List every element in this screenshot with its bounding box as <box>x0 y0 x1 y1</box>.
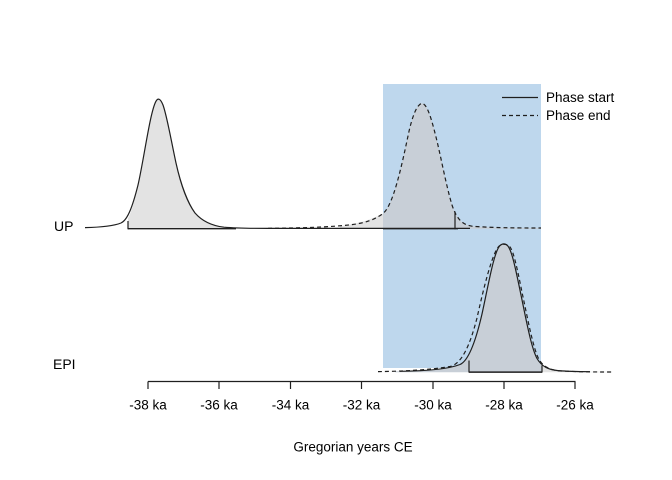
x-tick-label: -34 ka <box>272 398 310 413</box>
x-axis-ticks <box>147 381 576 389</box>
x-tick-label: -32 ka <box>343 398 381 413</box>
x-axis: -38 ka -36 ka -34 ka -32 ka -30 ka -28 k… <box>129 380 594 455</box>
x-tick-label: -36 ka <box>200 398 238 413</box>
up-end-density-line <box>267 102 542 229</box>
x-tick-label: -38 ka <box>129 398 167 413</box>
legend: Phase start Phase end <box>502 90 615 123</box>
x-axis-title: Gregorian years CE <box>293 440 412 455</box>
legend-label-phase-end: Phase end <box>546 108 611 123</box>
row-label-up: UP <box>54 218 73 234</box>
row-epi <box>377 243 615 373</box>
epi-density-fill <box>395 243 542 373</box>
x-tick-label: -28 ka <box>485 398 523 413</box>
up-start-density-fill <box>128 99 250 229</box>
x-tick-label: -30 ka <box>414 398 452 413</box>
x-tick-label: -26 ka <box>556 398 594 413</box>
up-end-density-fill <box>383 103 541 229</box>
legend-label-phase-start: Phase start <box>546 90 615 105</box>
up-start-density-line <box>84 98 470 229</box>
epi-start-density-line <box>399 243 591 373</box>
row-up <box>84 98 542 230</box>
row-label-epi: EPI <box>53 356 76 372</box>
epi-density-fill-right-tail <box>541 365 612 373</box>
up-end-density-fill-left <box>340 213 383 229</box>
